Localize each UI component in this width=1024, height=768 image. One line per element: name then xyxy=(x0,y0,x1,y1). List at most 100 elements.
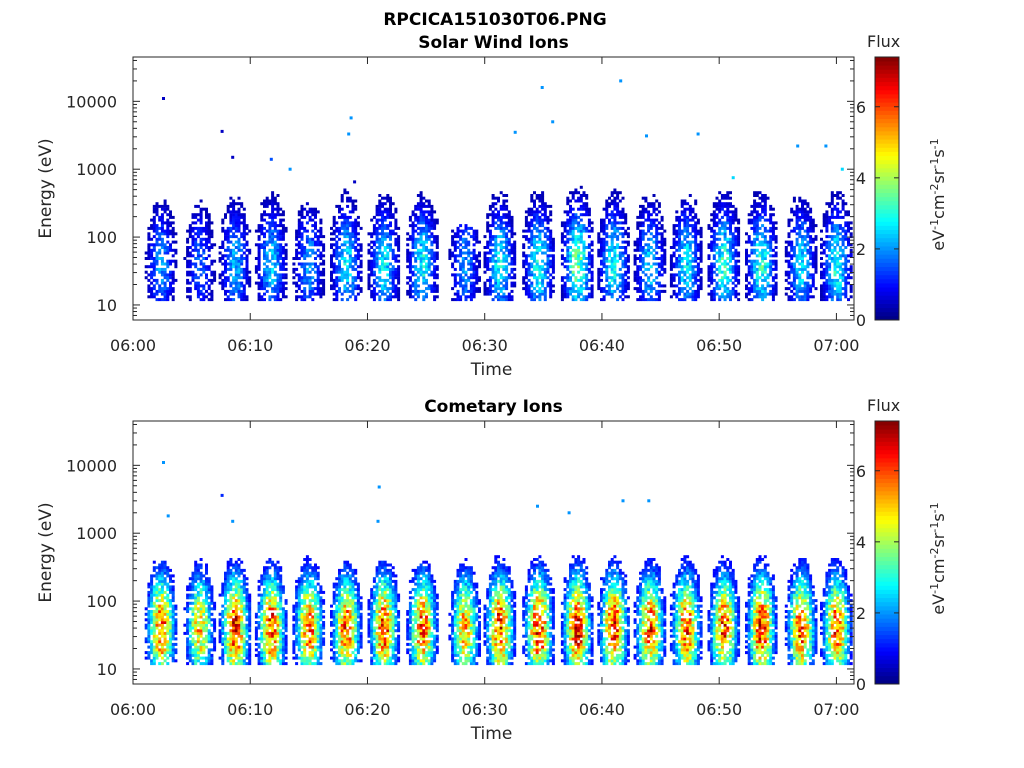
heatmap-cell xyxy=(408,265,412,269)
heatmap-cell xyxy=(672,240,676,244)
heatmap-cell xyxy=(686,292,690,296)
heatmap-cell xyxy=(422,254,426,258)
heatmap-cell xyxy=(644,267,648,271)
heatmap-cell xyxy=(194,240,198,244)
heatmap-cell xyxy=(397,273,401,277)
heatmap-cell xyxy=(715,224,719,228)
heatmap-cell xyxy=(761,194,765,197)
heatmap-cell xyxy=(488,240,492,244)
heatmap-cell xyxy=(707,265,711,269)
heatmap-cell xyxy=(152,215,156,219)
heatmap-cell xyxy=(641,235,645,239)
heatmap-cell xyxy=(451,287,455,291)
heatmap-cell xyxy=(475,281,479,285)
heatmap-cell xyxy=(155,267,159,271)
heatmap-cell xyxy=(641,270,645,274)
heatmap-cell xyxy=(844,235,848,239)
heatmap-cell xyxy=(316,265,320,269)
heatmap-cell xyxy=(319,221,323,225)
heatmap-cell xyxy=(351,204,355,208)
heatmap-cell xyxy=(237,207,241,211)
heatmap-cell xyxy=(196,257,200,260)
heatmap-cell xyxy=(649,213,653,217)
heatmap-cell xyxy=(147,254,151,258)
heatmap-cell xyxy=(292,281,296,285)
heatmap-cell xyxy=(600,251,603,255)
heatmap-cell xyxy=(763,240,767,244)
heatmap-cell xyxy=(416,267,420,271)
heatmap-cell xyxy=(386,254,390,258)
heatmap-cell xyxy=(763,237,767,241)
heatmap-cell xyxy=(406,276,410,280)
heatmap-cell xyxy=(769,289,773,293)
heatmap-cell xyxy=(311,218,315,222)
heatmap-cell xyxy=(367,273,371,277)
heatmap-cell xyxy=(461,229,465,233)
heatmap-cell xyxy=(370,273,374,277)
heatmap-cell xyxy=(838,287,842,291)
heatmap-cell xyxy=(502,221,506,225)
heatmap-cell xyxy=(191,248,195,252)
heatmap-cell xyxy=(281,213,285,217)
heatmap-cell xyxy=(616,229,620,233)
heatmap-cell xyxy=(618,281,622,285)
heatmap-cell xyxy=(524,218,528,222)
heatmap-cell xyxy=(652,248,656,252)
heatmap-cell xyxy=(245,243,249,247)
heatmap-cell xyxy=(543,213,547,217)
heatmap-cell xyxy=(433,270,437,274)
heatmap-cell xyxy=(356,276,360,280)
heatmap-cell xyxy=(563,284,567,288)
heatmap-cell xyxy=(451,251,455,255)
heatmap-cell xyxy=(237,229,241,233)
heatmap-cell xyxy=(419,270,423,274)
heatmap-cell xyxy=(841,229,845,233)
heatmap-cell xyxy=(163,262,167,266)
heatmap-cell xyxy=(226,240,230,244)
heatmap-cell xyxy=(237,215,241,219)
heatmap-cell xyxy=(718,284,722,288)
heatmap-cell xyxy=(276,276,280,280)
heatmap-cell xyxy=(464,295,468,299)
heatmap-cell xyxy=(825,210,829,214)
heatmap-cell xyxy=(836,251,840,255)
heatmap-cell xyxy=(391,213,395,217)
heatmap-cell xyxy=(833,237,837,241)
heatmap-cell xyxy=(551,270,555,274)
heatmap-cell xyxy=(295,243,299,247)
heatmap-cell xyxy=(847,243,850,247)
heatmap-cell xyxy=(585,273,589,277)
heatmap-cell xyxy=(300,232,304,236)
heatmap-cell xyxy=(830,221,834,225)
heatmap-cell xyxy=(753,289,757,293)
heatmap-cell xyxy=(549,284,553,288)
heatmap-cell xyxy=(488,204,492,208)
heatmap-cell xyxy=(590,243,594,247)
heatmap-cell xyxy=(152,270,156,274)
heatmap-cell xyxy=(579,251,583,255)
heatmap-cell xyxy=(166,235,170,239)
heatmap-cell xyxy=(332,281,336,285)
heatmap-cell xyxy=(597,276,601,280)
heatmap-cell xyxy=(577,196,581,200)
heatmap-cell xyxy=(311,224,315,228)
heatmap-cell xyxy=(232,262,236,266)
heatmap-cell xyxy=(696,232,700,236)
heatmap-cell xyxy=(488,267,492,271)
heatmap-cell xyxy=(163,276,167,280)
heatmap-cell xyxy=(152,224,156,228)
heatmap-cell xyxy=(237,243,241,247)
colorbar-segment xyxy=(875,184,899,189)
x-tick-label: 06:40 xyxy=(579,336,625,355)
heatmap-cell xyxy=(694,278,698,282)
heatmap-cell xyxy=(397,235,401,239)
heatmap-cell xyxy=(425,257,428,260)
heatmap-cell xyxy=(386,295,390,299)
heatmap-cell xyxy=(381,215,384,219)
heatmap-cell xyxy=(194,204,198,208)
heatmap-cell xyxy=(188,232,192,236)
heatmap-cell xyxy=(232,248,236,252)
heatmap-cell xyxy=(265,276,269,280)
heatmap-cell xyxy=(469,259,473,263)
heatmap-cell xyxy=(543,202,547,206)
